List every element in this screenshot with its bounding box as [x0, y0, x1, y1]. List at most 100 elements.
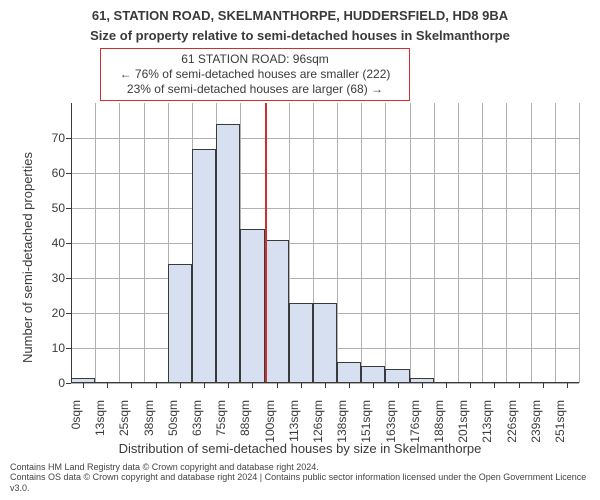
xtick	[180, 383, 181, 388]
gridline-h	[71, 278, 579, 279]
gridline-h	[71, 173, 579, 174]
xtick	[301, 383, 302, 388]
xtick	[277, 383, 278, 388]
xtick	[131, 383, 132, 388]
xtick	[398, 383, 399, 388]
xtick-label: 138sqm	[335, 400, 349, 450]
gridline-h	[71, 208, 579, 209]
gridline-v	[555, 103, 556, 383]
ytick-label: 30	[43, 271, 65, 285]
gridline-v	[95, 103, 96, 383]
gridline-v	[482, 103, 483, 383]
axis-line	[71, 103, 72, 383]
xtick-label: 126sqm	[311, 400, 325, 450]
xtick-label: 226sqm	[505, 400, 519, 450]
histogram-bar	[168, 264, 192, 383]
xtick-label: 188sqm	[432, 400, 446, 450]
chart-title: 61, STATION ROAD, SKELMANTHORPE, HUDDERS…	[0, 8, 600, 23]
xtick	[446, 383, 447, 388]
chart-subtitle: Size of property relative to semi-detach…	[0, 28, 600, 43]
xtick	[494, 383, 495, 388]
xtick	[349, 383, 350, 388]
xtick	[422, 383, 423, 388]
attribution: Contains HM Land Registry data © Crown c…	[10, 462, 600, 494]
gridline-v	[531, 103, 532, 383]
xtick-label: 151sqm	[359, 400, 373, 450]
xtick	[470, 383, 471, 388]
ytick-label: 20	[43, 306, 65, 320]
ytick	[66, 313, 71, 314]
xtick-label: 50sqm	[166, 400, 180, 450]
ytick-label: 50	[43, 201, 65, 215]
xtick-label: 176sqm	[408, 400, 422, 450]
gridline-v	[119, 103, 120, 383]
ytick	[66, 208, 71, 209]
xtick-label: 201sqm	[456, 400, 470, 450]
gridline-v	[385, 103, 386, 383]
xtick-label: 13sqm	[93, 400, 107, 450]
attribution-line-2: Contains OS data © Crown copyright and d…	[10, 472, 600, 494]
chart-container: 61, STATION ROAD, SKELMANTHORPE, HUDDERS…	[0, 0, 600, 500]
xtick-label: 75sqm	[214, 400, 228, 450]
gridline-h	[71, 138, 579, 139]
ytick-label: 0	[43, 376, 65, 390]
gridline-v	[434, 103, 435, 383]
gridline-v	[144, 103, 145, 383]
ytick	[66, 348, 71, 349]
ytick	[66, 138, 71, 139]
xtick	[252, 383, 253, 388]
ytick	[66, 383, 71, 384]
histogram-bar	[289, 303, 313, 384]
ytick-label: 40	[43, 236, 65, 250]
histogram-bar	[385, 369, 409, 383]
histogram-bar	[337, 362, 361, 383]
xtick	[83, 383, 84, 388]
annotation-line-1: 61 STATION ROAD: 96sqm	[108, 52, 402, 67]
ytick-label: 10	[43, 341, 65, 355]
xtick-label: 38sqm	[142, 400, 156, 450]
xtick-label: 251sqm	[553, 400, 567, 450]
annotation-box: 61 STATION ROAD: 96sqm ← 76% of semi-det…	[100, 48, 410, 101]
gridline-v	[579, 103, 580, 383]
xtick-label: 63sqm	[190, 400, 204, 450]
ytick	[66, 173, 71, 174]
histogram-bar	[240, 229, 264, 383]
ytick-label: 60	[43, 166, 65, 180]
xtick-label: 0sqm	[69, 400, 83, 450]
histogram-bar	[313, 303, 337, 384]
ytick	[66, 278, 71, 279]
xtick-label: 25sqm	[117, 400, 131, 450]
xtick	[156, 383, 157, 388]
xtick	[325, 383, 326, 388]
plot-area	[71, 103, 579, 383]
attribution-line-1: Contains HM Land Registry data © Crown c…	[10, 462, 600, 473]
xtick-label: 88sqm	[238, 400, 252, 450]
gridline-v	[458, 103, 459, 383]
xtick	[204, 383, 205, 388]
gridline-v	[337, 103, 338, 383]
annotation-line-2: ← 76% of semi-detached houses are smalle…	[108, 67, 402, 82]
gridline-v	[506, 103, 507, 383]
xtick-label: 239sqm	[529, 400, 543, 450]
histogram-bar	[361, 366, 385, 384]
xtick	[567, 383, 568, 388]
annotation-line-3: 23% of semi-detached houses are larger (…	[108, 82, 402, 97]
ytick	[66, 243, 71, 244]
xtick-label: 113sqm	[287, 400, 301, 450]
gridline-h	[71, 243, 579, 244]
xtick	[373, 383, 374, 388]
y-axis-label: Number of semi-detached properties	[20, 152, 35, 363]
marker-line	[265, 103, 267, 383]
histogram-bar	[265, 240, 289, 384]
xtick	[543, 383, 544, 388]
histogram-bar	[192, 149, 216, 384]
xtick	[107, 383, 108, 388]
gridline-v	[361, 103, 362, 383]
xtick-label: 100sqm	[263, 400, 277, 450]
xtick-label: 163sqm	[384, 400, 398, 450]
xtick	[228, 383, 229, 388]
gridline-v	[410, 103, 411, 383]
xtick	[519, 383, 520, 388]
ytick-label: 70	[43, 131, 65, 145]
xtick-label: 213sqm	[480, 400, 494, 450]
